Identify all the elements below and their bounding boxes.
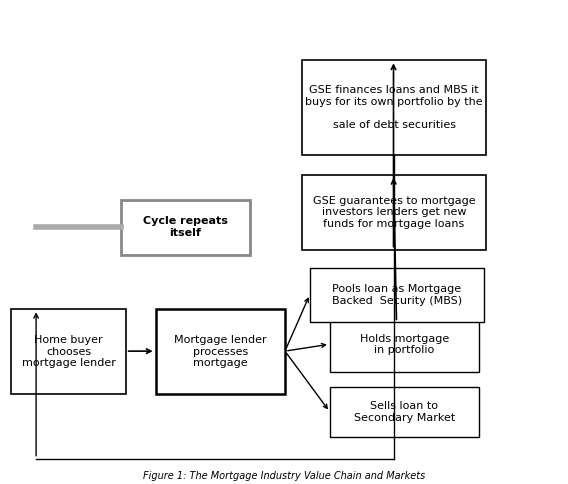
FancyBboxPatch shape (310, 268, 484, 322)
FancyBboxPatch shape (330, 318, 479, 372)
FancyBboxPatch shape (330, 387, 479, 437)
Text: Figure 1: The Mortgage Industry Value Chain and Markets: Figure 1: The Mortgage Industry Value Ch… (143, 470, 425, 481)
FancyBboxPatch shape (11, 309, 126, 394)
Text: GSE guarantees to mortgage
investors lenders get new
funds for mortgage loans: GSE guarantees to mortgage investors len… (313, 196, 475, 229)
Text: Holds mortgage
in portfolio: Holds mortgage in portfolio (360, 334, 449, 355)
FancyBboxPatch shape (302, 175, 486, 250)
FancyBboxPatch shape (302, 60, 486, 155)
Text: Cycle repeats
itself: Cycle repeats itself (143, 216, 228, 238)
Text: Home buyer
chooses
mortgage lender: Home buyer chooses mortgage lender (22, 335, 115, 368)
Text: GSE finances loans and MBS it
buys for its own portfolio by the

sale of debt se: GSE finances loans and MBS it buys for i… (305, 85, 483, 130)
Text: Sells loan to
Secondary Market: Sells loan to Secondary Market (354, 401, 455, 423)
Text: Pools loan as Mortgage
Backed  Security (MBS): Pools loan as Mortgage Backed Security (… (332, 284, 462, 306)
FancyBboxPatch shape (121, 200, 250, 255)
Text: Mortgage lender
processes
mortgage: Mortgage lender processes mortgage (174, 335, 266, 368)
FancyBboxPatch shape (156, 309, 285, 394)
